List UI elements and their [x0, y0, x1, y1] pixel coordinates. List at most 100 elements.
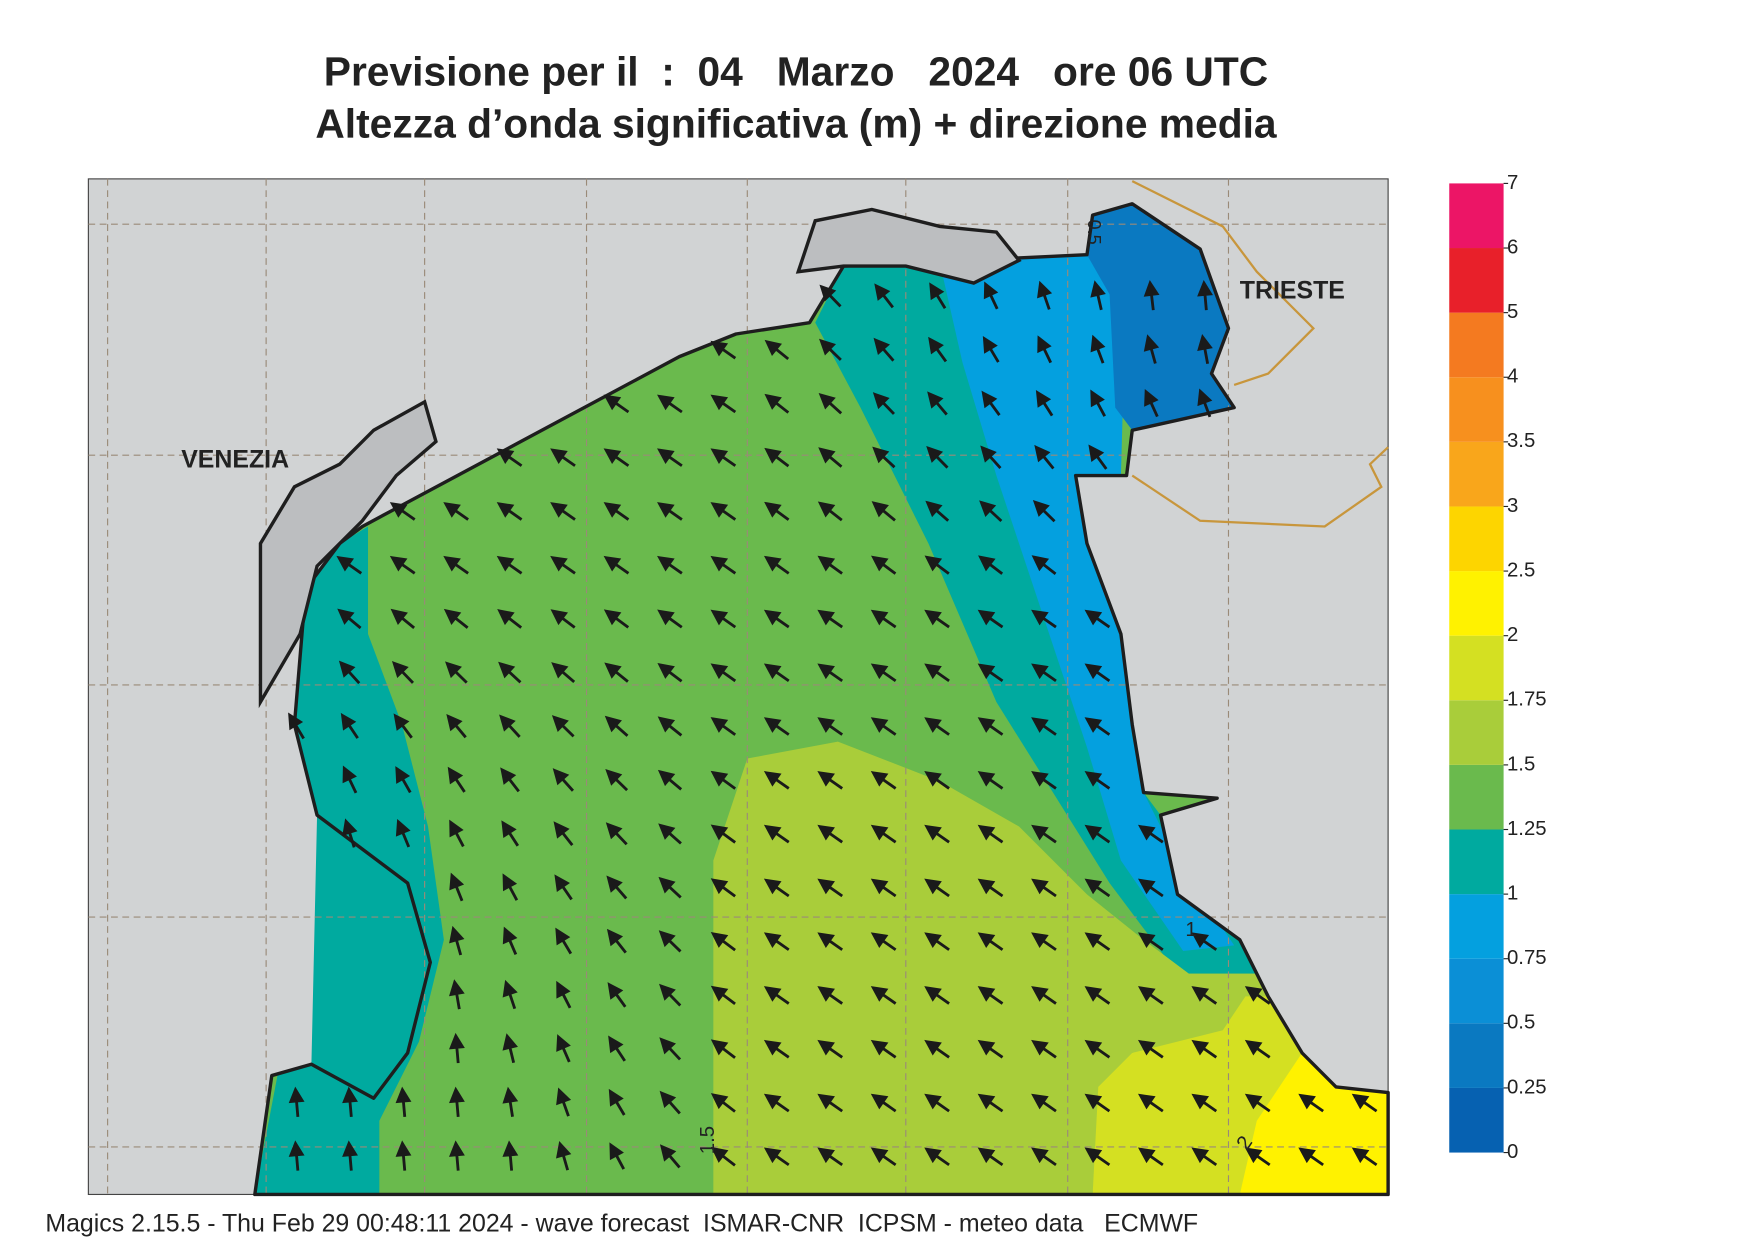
direction-arrow — [603, 609, 630, 629]
direction-arrow — [338, 660, 361, 685]
direction-arrow — [924, 1039, 950, 1059]
colorbar-tick-label: 0.25 — [1507, 1076, 1547, 1098]
direction-arrow — [1084, 1093, 1111, 1113]
direction-arrow — [552, 768, 575, 792]
direction-arrow — [1031, 771, 1057, 790]
direction-arrow — [710, 609, 737, 629]
direction-arrow — [1143, 334, 1160, 364]
direction-arrow — [977, 1039, 1004, 1059]
direction-arrow — [1084, 932, 1111, 951]
direction-arrow — [1084, 771, 1111, 790]
direction-arrow — [340, 712, 359, 739]
direction-arrow — [924, 717, 950, 736]
footer: Magics 2.15.5 - Thu Feb 29 00:48:11 2024… — [45, 1210, 1198, 1238]
direction-arrow — [449, 979, 465, 1010]
colorbar-tick-label: 5 — [1507, 301, 1518, 323]
direction-arrow — [1090, 334, 1106, 364]
colorbar-tick-label: 2.5 — [1507, 559, 1535, 581]
colorbar-band — [1449, 377, 1504, 442]
direction-arrow — [608, 1035, 626, 1062]
contour-label: 1 — [1185, 919, 1196, 941]
direction-arrow — [763, 663, 790, 683]
direction-arrow — [1031, 986, 1057, 1005]
direction-arrow — [658, 823, 682, 845]
direction-arrow — [390, 608, 416, 629]
sea-zone — [1239, 1052, 1389, 1195]
direction-arrow — [659, 1090, 681, 1115]
direction-arrow — [763, 824, 790, 844]
direction-arrow — [606, 928, 627, 954]
direction-arrow — [496, 555, 523, 575]
direction-arrow — [818, 392, 843, 415]
direction-arrow — [443, 608, 469, 629]
colorbar-tick-label: 1.75 — [1507, 689, 1547, 711]
direction-arrow — [817, 663, 844, 683]
direction-arrow — [977, 609, 1004, 629]
direction-arrow — [924, 771, 950, 790]
direction-arrow — [817, 1039, 844, 1059]
direction-arrow — [1144, 388, 1159, 418]
direction-arrow — [1037, 280, 1053, 310]
direction-arrow — [874, 283, 894, 309]
direction-arrow — [659, 1144, 681, 1169]
map-area: VENEZIA TRIESTE 0.5 1 1.5 2 — [87, 178, 1390, 1197]
colorbar-tick-label: 3 — [1507, 495, 1518, 517]
direction-arrow — [710, 824, 737, 844]
colorbar-tick-label: 0.75 — [1507, 947, 1547, 969]
direction-arrow — [764, 447, 790, 468]
direction-arrow — [556, 1034, 571, 1063]
direction-arrow — [657, 502, 683, 521]
direction-arrow — [1298, 1093, 1324, 1113]
direction-arrow — [337, 608, 362, 630]
direction-arrow — [710, 448, 737, 467]
direction-arrow — [817, 1147, 844, 1167]
direction-arrow — [924, 555, 950, 575]
direction-arrow — [924, 1147, 950, 1167]
direction-arrow — [710, 717, 737, 736]
direction-arrow — [502, 926, 518, 956]
colorbar-band — [1449, 506, 1504, 572]
direction-arrow — [395, 818, 411, 848]
direction-arrow — [977, 771, 1004, 790]
direction-arrow — [342, 1086, 358, 1117]
direction-arrow — [342, 818, 358, 848]
direction-arrow — [342, 1140, 358, 1171]
colorbar-band — [1449, 441, 1504, 507]
subtitle: Altezza d’onda significativa (m) + direz… — [315, 101, 1277, 147]
direction-arrow — [1351, 1093, 1378, 1113]
direction-arrow — [817, 932, 844, 951]
direction-arrow — [604, 715, 629, 737]
direction-arrow — [443, 555, 469, 575]
direction-arrow — [978, 555, 1004, 575]
direction-arrow — [1088, 444, 1108, 470]
direction-arrow — [977, 986, 1004, 1005]
direction-arrow — [496, 448, 523, 467]
direction-arrow — [763, 555, 790, 575]
direction-arrow — [657, 662, 683, 683]
direction-arrow — [550, 448, 576, 467]
direction-arrow — [870, 771, 897, 790]
direction-arrow — [603, 555, 630, 575]
direction-arrow — [819, 284, 842, 308]
direction-arrow — [1031, 824, 1057, 844]
direction-arrow — [763, 986, 790, 1005]
colorbar-tick-label: 6 — [1507, 236, 1518, 258]
direction-arrow — [1084, 986, 1111, 1005]
direction-arrow — [870, 663, 897, 683]
direction-arrow — [553, 821, 574, 846]
colorbar-band — [1449, 829, 1504, 895]
direction-arrow — [1031, 1039, 1057, 1059]
direction-arrow — [288, 712, 305, 740]
direction-arrow — [1032, 500, 1056, 523]
direction-arrow — [1244, 1093, 1271, 1113]
wave-direction-arrows — [288, 279, 1378, 1171]
direction-arrow — [817, 824, 844, 844]
direction-arrow — [449, 1086, 465, 1117]
colorbar-tick-label: 1.25 — [1507, 818, 1547, 840]
colorbar-band — [1449, 1087, 1504, 1153]
sea-zone — [254, 526, 444, 1195]
direction-arrow — [657, 394, 683, 414]
colorbar-tick-label: 1.5 — [1507, 753, 1535, 775]
grid-line — [88, 178, 1389, 1195]
colorbar: 0 0.25 0.5 0.75 1 1.25 1.5 1.75 2 2.5 3 3.5 4 5 6 7 — [1449, 172, 1547, 1163]
